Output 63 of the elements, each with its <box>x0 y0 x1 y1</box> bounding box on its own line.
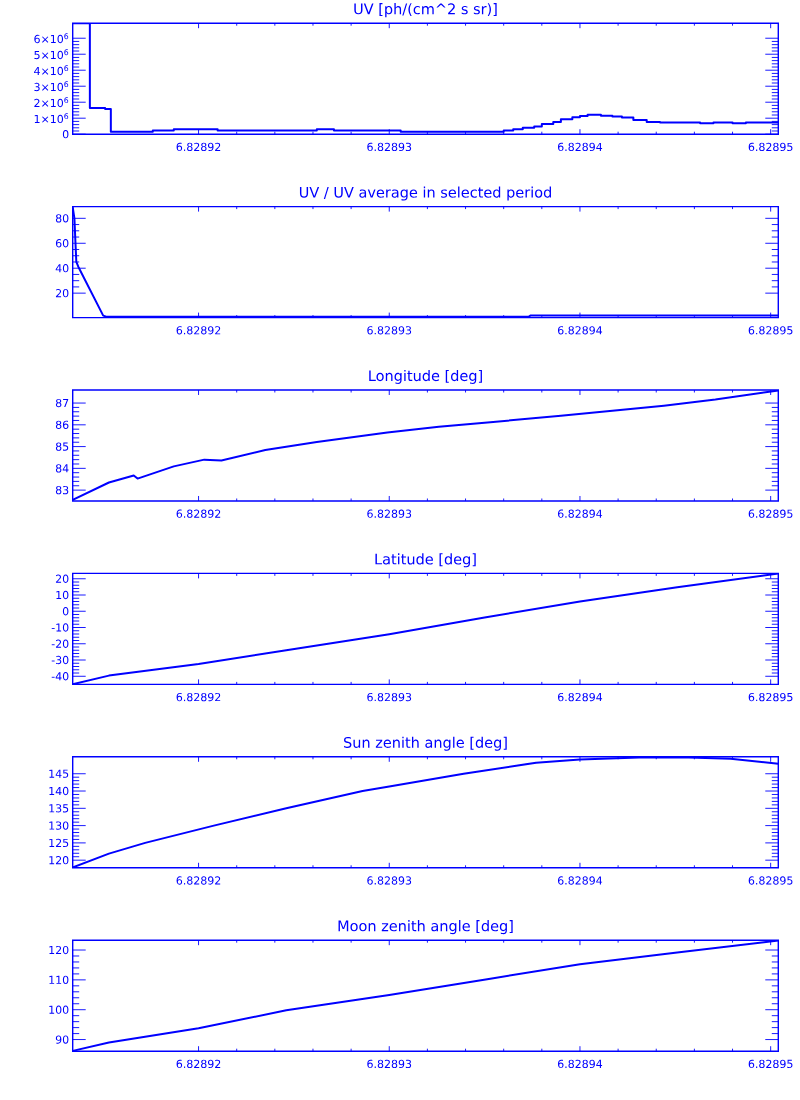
x-tick-label: 6.82892 <box>176 326 221 335</box>
y-tick-label: 20 <box>55 289 69 298</box>
x-tick-label: 6.82893 <box>367 876 412 885</box>
x-tick-label: 6.82892 <box>176 692 221 702</box>
y-tick-label: 120 <box>49 945 69 955</box>
x-tick-label: 6.82894 <box>557 509 603 518</box>
y-tick-label: 5×10$^{6}$ <box>34 49 69 60</box>
x-tick-label: 6.82895 <box>748 509 793 518</box>
chart-title: UV / UV average in selected period <box>299 186 551 201</box>
x-tick-label: 6.82895 <box>748 142 793 152</box>
x-tick-label: 6.82895 <box>748 1059 793 1069</box>
x-tick-label: 6.82893 <box>367 1059 412 1069</box>
y-tick-label: 40 <box>55 264 69 273</box>
y-tick-label: -40 <box>51 672 69 681</box>
y-tick-label: 90 <box>55 1035 69 1044</box>
x-tick-label: 6.82894 <box>557 876 603 885</box>
y-tick-label: -30 <box>51 655 69 665</box>
x-tick-label: 6.82893 <box>367 692 412 702</box>
y-tick-label: 87 <box>55 398 69 408</box>
y-tick-label: 84 <box>55 464 69 473</box>
x-tick-label: 6.82895 <box>748 876 793 885</box>
y-tick-label: 1×10$^{6}$ <box>34 113 69 124</box>
chart-title: Sun zenith angle [deg] <box>344 736 507 751</box>
y-tick-label: 60 <box>55 239 69 248</box>
y-tick-label: 110 <box>49 975 69 985</box>
chart-title: Moon zenith angle [deg] <box>338 920 513 935</box>
y-tick-label: -10 <box>51 623 69 632</box>
y-tick-label: 0 <box>62 130 69 139</box>
y-tick-label: 80 <box>55 214 69 223</box>
x-tick-label: 6.82895 <box>748 692 793 702</box>
x-tick-label: 6.82893 <box>367 326 412 335</box>
y-tick-label: 2×10$^{6}$ <box>34 97 69 108</box>
chart-title: UV [ph/(cm^2 s sr)] <box>354 3 497 18</box>
y-tick-label: 140 <box>49 786 69 796</box>
x-tick-label: 6.82895 <box>748 326 793 335</box>
y-tick-label: 85 <box>55 442 69 451</box>
y-tick-label: 100 <box>49 1005 69 1014</box>
y-tick-label: 125 <box>49 838 69 848</box>
y-tick-label: 130 <box>49 821 69 830</box>
x-tick-label: 6.82894 <box>557 326 603 335</box>
x-tick-label: 6.82892 <box>176 876 221 885</box>
y-tick-label: -20 <box>51 639 69 648</box>
y-tick-label: 145 <box>49 769 69 778</box>
y-tick-label: 83 <box>55 485 69 495</box>
y-tick-label: 10 <box>56 590 69 600</box>
y-tick-label: 4×10$^{6}$ <box>34 65 69 76</box>
y-tick-label: 6×10$^{6}$ <box>34 33 69 44</box>
y-tick-label: 3×10$^{6}$ <box>34 81 69 92</box>
y-tick-label: 0 <box>62 607 69 616</box>
chart-title: Latitude [deg] <box>375 553 476 568</box>
x-tick-label: 6.82892 <box>176 142 221 152</box>
x-tick-label: 6.82893 <box>367 509 412 518</box>
chart-title: Longitude [deg] <box>369 369 482 384</box>
x-tick-label: 6.82894 <box>557 142 603 152</box>
y-tick-label: 20 <box>55 574 69 583</box>
x-tick-label: 6.82894 <box>557 1059 603 1069</box>
y-tick-label: 86 <box>55 420 69 429</box>
y-tick-label: 120 <box>49 856 69 865</box>
y-tick-label: 135 <box>49 804 69 813</box>
x-tick-label: 6.82893 <box>367 142 412 152</box>
x-tick-label: 6.82894 <box>557 692 603 702</box>
x-tick-label: 6.82892 <box>176 1059 221 1069</box>
x-tick-label: 6.82892 <box>176 509 221 518</box>
